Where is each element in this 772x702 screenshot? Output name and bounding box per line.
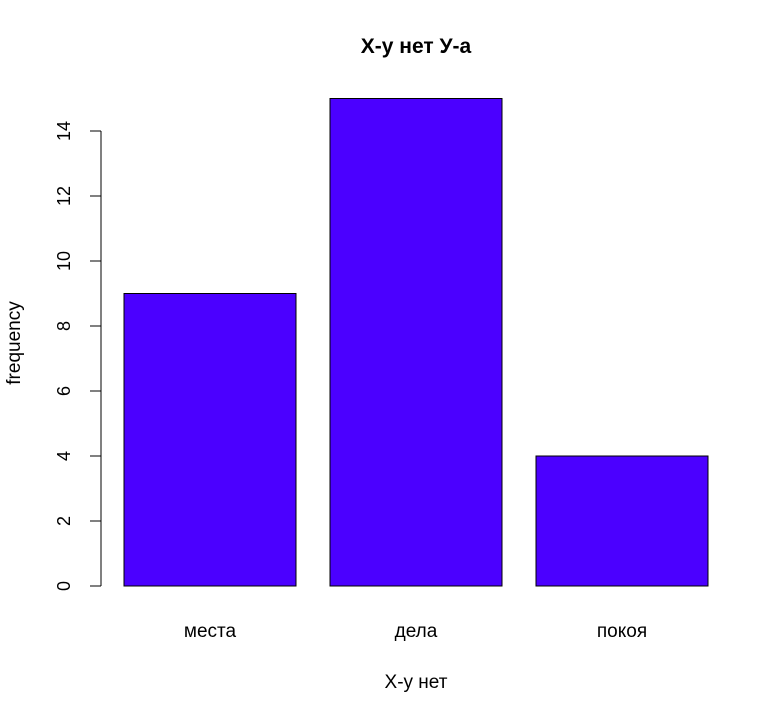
y-tick-label: 6 — [54, 386, 74, 396]
y-tick-label: 8 — [54, 321, 74, 331]
y-tick-label: 10 — [54, 251, 74, 271]
x-category-label: дела — [395, 621, 438, 642]
bar-1 — [123, 293, 297, 587]
x-axis-label: Х-у нет — [385, 672, 448, 693]
y-tick-label: 0 — [54, 581, 74, 591]
y-tick-label: 12 — [54, 186, 74, 206]
x-category-label: места — [184, 621, 237, 642]
x-category-labels: места дела покоя — [184, 621, 647, 642]
y-tick-label: 4 — [54, 451, 74, 461]
bars-group — [123, 98, 709, 587]
bar-2 — [329, 98, 503, 587]
y-tick-label: 14 — [54, 121, 74, 141]
x-category-label: покоя — [597, 621, 647, 642]
y-axis: 0 2 4 6 8 10 12 14 — [54, 121, 102, 591]
chart-title: Х-у нет У-а — [361, 35, 472, 58]
bar-3 — [535, 455, 709, 587]
y-tick-label: 2 — [54, 516, 74, 526]
y-axis-label: frequency — [4, 301, 25, 385]
